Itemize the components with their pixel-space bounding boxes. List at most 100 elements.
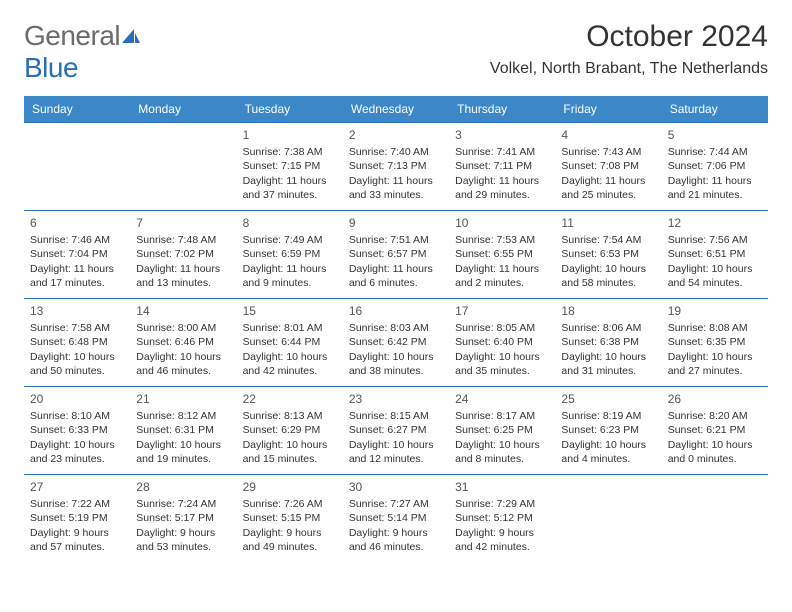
day-number: 19 (668, 303, 762, 319)
day-line: Sunrise: 7:53 AM (455, 233, 549, 247)
day-line: Daylight: 10 hours and 54 minutes. (668, 262, 762, 290)
day-cell: 10Sunrise: 7:53 AMSunset: 6:55 PMDayligh… (449, 211, 555, 299)
day-line: Sunset: 6:57 PM (349, 247, 443, 261)
day-number: 15 (243, 303, 337, 319)
day-line: Sunset: 6:21 PM (668, 423, 762, 437)
day-line: Daylight: 11 hours and 29 minutes. (455, 174, 549, 202)
day-line: Sunset: 5:12 PM (455, 511, 549, 525)
day-line: Sunset: 7:15 PM (243, 159, 337, 173)
day-cell (24, 123, 130, 211)
day-number: 14 (136, 303, 230, 319)
logo-text: GeneralBlue (24, 20, 142, 84)
day-cell: 2Sunrise: 7:40 AMSunset: 7:13 PMDaylight… (343, 123, 449, 211)
day-line: Daylight: 9 hours and 49 minutes. (243, 526, 337, 554)
day-cell (555, 475, 661, 563)
day-cell: 19Sunrise: 8:08 AMSunset: 6:35 PMDayligh… (662, 299, 768, 387)
day-line: Sunrise: 7:58 AM (30, 321, 124, 335)
day-cell: 20Sunrise: 8:10 AMSunset: 6:33 PMDayligh… (24, 387, 130, 475)
day-number: 1 (243, 127, 337, 143)
day-number: 4 (561, 127, 655, 143)
day-line: Sunset: 6:48 PM (30, 335, 124, 349)
day-cell (130, 123, 236, 211)
logo-text-general: General (24, 20, 120, 51)
day-number: 22 (243, 391, 337, 407)
day-line: Sunrise: 7:56 AM (668, 233, 762, 247)
day-cell: 12Sunrise: 7:56 AMSunset: 6:51 PMDayligh… (662, 211, 768, 299)
day-number: 29 (243, 479, 337, 495)
day-line: Sunset: 6:33 PM (30, 423, 124, 437)
week-row: 13Sunrise: 7:58 AMSunset: 6:48 PMDayligh… (24, 299, 768, 387)
day-number: 5 (668, 127, 762, 143)
day-line: Sunset: 5:15 PM (243, 511, 337, 525)
calendar-body: 1Sunrise: 7:38 AMSunset: 7:15 PMDaylight… (24, 123, 768, 563)
day-number: 11 (561, 215, 655, 231)
day-number: 12 (668, 215, 762, 231)
day-line: Sunrise: 7:29 AM (455, 497, 549, 511)
day-line: Sunrise: 8:10 AM (30, 409, 124, 423)
day-number: 9 (349, 215, 443, 231)
day-cell: 8Sunrise: 7:49 AMSunset: 6:59 PMDaylight… (237, 211, 343, 299)
day-cell: 26Sunrise: 8:20 AMSunset: 6:21 PMDayligh… (662, 387, 768, 475)
day-line: Daylight: 10 hours and 42 minutes. (243, 350, 337, 378)
day-line: Daylight: 11 hours and 6 minutes. (349, 262, 443, 290)
day-line: Sunset: 7:11 PM (455, 159, 549, 173)
day-cell: 31Sunrise: 7:29 AMSunset: 5:12 PMDayligh… (449, 475, 555, 563)
day-cell: 25Sunrise: 8:19 AMSunset: 6:23 PMDayligh… (555, 387, 661, 475)
day-line: Sunset: 7:06 PM (668, 159, 762, 173)
day-line: Daylight: 10 hours and 19 minutes. (136, 438, 230, 466)
day-line: Sunrise: 8:15 AM (349, 409, 443, 423)
day-line: Daylight: 11 hours and 33 minutes. (349, 174, 443, 202)
day-cell: 3Sunrise: 7:41 AMSunset: 7:11 PMDaylight… (449, 123, 555, 211)
day-line: Sunrise: 7:43 AM (561, 145, 655, 159)
day-number: 25 (561, 391, 655, 407)
day-cell: 30Sunrise: 7:27 AMSunset: 5:14 PMDayligh… (343, 475, 449, 563)
day-line: Sunset: 6:53 PM (561, 247, 655, 261)
day-line: Daylight: 11 hours and 25 minutes. (561, 174, 655, 202)
day-number: 7 (136, 215, 230, 231)
day-cell: 13Sunrise: 7:58 AMSunset: 6:48 PMDayligh… (24, 299, 130, 387)
day-line: Sunrise: 8:00 AM (136, 321, 230, 335)
calendar-table: Sunday Monday Tuesday Wednesday Thursday… (24, 96, 768, 563)
day-line: Daylight: 10 hours and 8 minutes. (455, 438, 549, 466)
day-header-row: Sunday Monday Tuesday Wednesday Thursday… (24, 96, 768, 123)
page-title: October 2024 (490, 20, 768, 54)
day-line: Sunrise: 8:13 AM (243, 409, 337, 423)
day-line: Daylight: 9 hours and 42 minutes. (455, 526, 549, 554)
logo: GeneralBlue (24, 20, 142, 84)
day-cell: 16Sunrise: 8:03 AMSunset: 6:42 PMDayligh… (343, 299, 449, 387)
day-line: Sunrise: 8:05 AM (455, 321, 549, 335)
day-line: Daylight: 11 hours and 9 minutes. (243, 262, 337, 290)
day-line: Sunset: 5:14 PM (349, 511, 443, 525)
day-cell: 15Sunrise: 8:01 AMSunset: 6:44 PMDayligh… (237, 299, 343, 387)
day-line: Sunrise: 7:22 AM (30, 497, 124, 511)
day-line: Daylight: 10 hours and 35 minutes. (455, 350, 549, 378)
day-cell: 27Sunrise: 7:22 AMSunset: 5:19 PMDayligh… (24, 475, 130, 563)
day-line: Sunset: 6:29 PM (243, 423, 337, 437)
day-line: Sunrise: 7:27 AM (349, 497, 443, 511)
day-line: Sunrise: 7:24 AM (136, 497, 230, 511)
day-line: Sunrise: 8:01 AM (243, 321, 337, 335)
day-line: Daylight: 11 hours and 17 minutes. (30, 262, 124, 290)
day-line: Sunset: 6:35 PM (668, 335, 762, 349)
day-cell: 4Sunrise: 7:43 AMSunset: 7:08 PMDaylight… (555, 123, 661, 211)
day-line: Sunset: 7:02 PM (136, 247, 230, 261)
week-row: 6Sunrise: 7:46 AMSunset: 7:04 PMDaylight… (24, 211, 768, 299)
day-header-sat: Saturday (662, 96, 768, 123)
day-line: Sunset: 6:27 PM (349, 423, 443, 437)
day-line: Daylight: 11 hours and 2 minutes. (455, 262, 549, 290)
day-line: Sunrise: 7:51 AM (349, 233, 443, 247)
day-line: Sunrise: 8:12 AM (136, 409, 230, 423)
day-line: Sunrise: 8:20 AM (668, 409, 762, 423)
day-line: Sunset: 6:46 PM (136, 335, 230, 349)
day-number: 17 (455, 303, 549, 319)
day-line: Daylight: 11 hours and 21 minutes. (668, 174, 762, 202)
day-line: Daylight: 10 hours and 58 minutes. (561, 262, 655, 290)
day-number: 18 (561, 303, 655, 319)
day-cell: 28Sunrise: 7:24 AMSunset: 5:17 PMDayligh… (130, 475, 236, 563)
day-number: 27 (30, 479, 124, 495)
day-line: Daylight: 10 hours and 15 minutes. (243, 438, 337, 466)
day-line: Sunrise: 7:48 AM (136, 233, 230, 247)
day-line: Sunset: 7:04 PM (30, 247, 124, 261)
day-number: 21 (136, 391, 230, 407)
day-cell (662, 475, 768, 563)
